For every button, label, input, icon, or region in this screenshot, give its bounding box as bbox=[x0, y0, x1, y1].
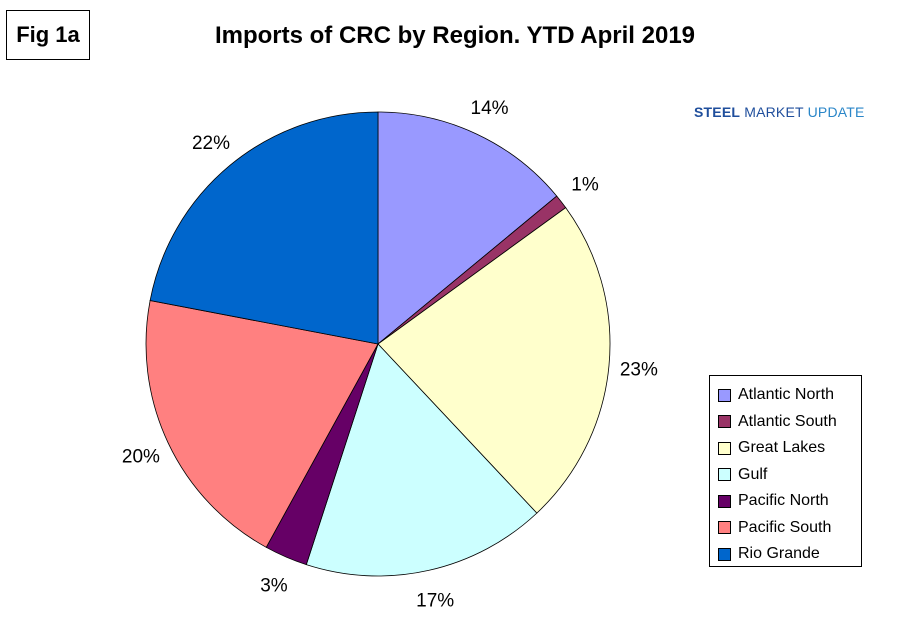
data-label-pacific-north: 3% bbox=[260, 575, 288, 596]
legend-swatch bbox=[718, 441, 731, 455]
legend-swatch bbox=[718, 415, 731, 429]
legend-label: Gulf bbox=[738, 465, 768, 483]
legend-label: Pacific South bbox=[738, 518, 832, 536]
logo-text-update: UPDATE bbox=[807, 104, 865, 120]
legend-label: Pacific North bbox=[738, 492, 829, 510]
data-label-gulf: 17% bbox=[416, 591, 454, 612]
data-label-atlantic-north: 14% bbox=[471, 98, 509, 119]
pie-slice-gulf bbox=[305, 343, 538, 577]
pie-slice-atlantic-north bbox=[377, 111, 558, 345]
legend-label: Atlantic South bbox=[738, 412, 837, 430]
legend-item-pacific-south: Pacific South bbox=[718, 515, 861, 542]
data-label-great-lakes: 23% bbox=[620, 360, 658, 381]
data-label-atlantic-south: 1% bbox=[571, 174, 599, 195]
figure-label: Fig 1a bbox=[6, 10, 90, 60]
pie-slice-great-lakes bbox=[377, 207, 611, 514]
legend-item-gulf: Gulf bbox=[718, 462, 861, 489]
logo-text-steel: STEEL bbox=[694, 104, 741, 120]
legend-item-great-lakes: Great Lakes bbox=[718, 435, 861, 462]
legend-swatch bbox=[718, 388, 731, 402]
legend-swatch bbox=[718, 468, 731, 482]
pie-slice-rio-grande bbox=[149, 111, 379, 345]
data-label-pacific-south: 20% bbox=[122, 447, 160, 468]
chart-title: Imports of CRC by Region. YTD April 2019 bbox=[214, 22, 696, 49]
chart-legend: Atlantic North Atlantic South Great Lakes G… bbox=[709, 375, 862, 567]
legend-item-rio-grande: Rio Grande bbox=[718, 541, 861, 568]
legend-item-atlantic-south: Atlantic South bbox=[718, 409, 861, 436]
pie-slice-pacific-south bbox=[145, 300, 379, 548]
steel-market-update-logo: STEEL MARKET UPDATE bbox=[694, 104, 865, 120]
legend-label: Atlantic North bbox=[738, 386, 835, 404]
logo-text-market: MARKET bbox=[744, 104, 804, 120]
legend-item-pacific-north: Pacific North bbox=[718, 488, 861, 515]
legend-swatch bbox=[718, 521, 731, 535]
legend-label: Rio Grande bbox=[738, 545, 820, 563]
legend-swatch bbox=[718, 547, 731, 561]
legend-swatch bbox=[718, 494, 731, 508]
legend-label: Great Lakes bbox=[738, 439, 826, 457]
data-label-rio-grande: 22% bbox=[192, 133, 230, 154]
legend-item-atlantic-north: Atlantic North bbox=[718, 382, 861, 409]
